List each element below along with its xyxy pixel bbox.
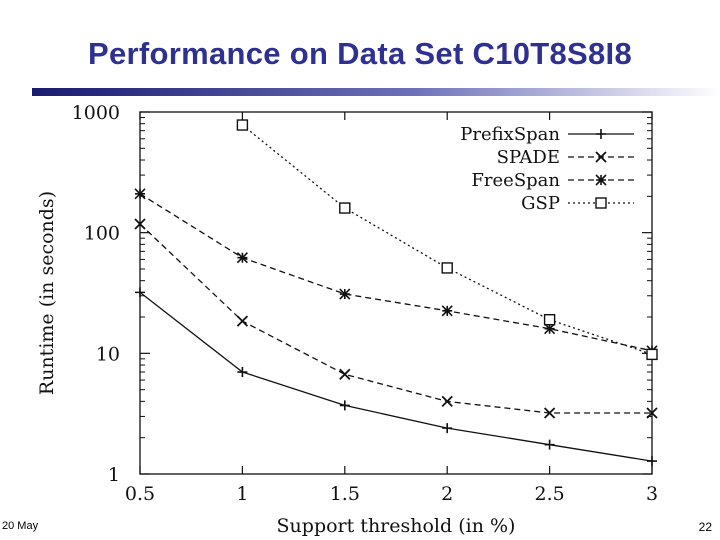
series-line-freespan (139, 193, 653, 352)
title-gradient-rule (32, 88, 720, 96)
y-tick-label: 1 (108, 464, 120, 486)
data-point-spade (236, 315, 249, 327)
legend-label-freespan: FreeSpan (471, 170, 560, 191)
data-point-freespan (236, 252, 248, 264)
x-tick-label: 2.5 (534, 483, 564, 505)
data-point-freespan (339, 288, 351, 300)
data-point-prefixspan (237, 367, 248, 378)
legend-marker-prefixspan (596, 129, 606, 139)
data-point-freespan (134, 188, 146, 200)
x-tick-label: 1 (236, 483, 248, 505)
data-point-spade (646, 407, 658, 419)
data-point-gsp (646, 348, 658, 361)
series-line-prefixspan (139, 291, 653, 462)
series-group (134, 119, 658, 467)
data-point-gsp (236, 119, 249, 131)
data-point-prefixspan (647, 456, 657, 467)
data-point-spade (339, 368, 351, 380)
data-point-gsp (441, 262, 453, 274)
data-point-gsp (543, 313, 556, 326)
series-line-gsp (241, 124, 653, 356)
data-point-prefixspan (442, 423, 453, 434)
data-point-freespan (441, 305, 453, 317)
page-number: 22 (698, 520, 712, 534)
legend-label-prefixspan: PrefixSpan (460, 124, 560, 145)
y-tick-label: 10 (96, 343, 120, 365)
x-tick-label: 3 (646, 483, 658, 505)
y-tick-label: 100 (84, 223, 120, 245)
x-tick-label: 2 (441, 483, 453, 505)
x-tick-label: 1.5 (330, 483, 360, 505)
data-point-spade (441, 395, 453, 407)
series-line-spade (139, 223, 652, 414)
data-point-freespan (544, 323, 556, 335)
data-point-gsp (339, 202, 351, 214)
data-point-spade (543, 407, 556, 419)
plot-frame (139, 111, 653, 475)
data-point-prefixspan (135, 287, 145, 298)
x-tick-label: 0.5 (125, 483, 155, 505)
y-tick-label: 1000 (72, 102, 120, 124)
legend-marker-freespan (595, 174, 607, 186)
legend-marker-gsp (595, 197, 607, 209)
data-point-spade (134, 218, 146, 230)
data-point-prefixspan (544, 439, 555, 450)
legend-label-spade: SPADE (497, 147, 560, 168)
slide-title: Performance on Data Set C10T8S8I8 (88, 36, 632, 71)
legend-marker-spade (595, 151, 607, 163)
x-axis-title: Support threshold (in %) (277, 515, 516, 537)
data-point-prefixspan (339, 400, 350, 411)
legend-label-gsp: GSP (521, 193, 560, 214)
footer-date: 20 May 2024 (2, 520, 40, 532)
y-axis-title: Runtime (in seconds) (36, 191, 58, 395)
